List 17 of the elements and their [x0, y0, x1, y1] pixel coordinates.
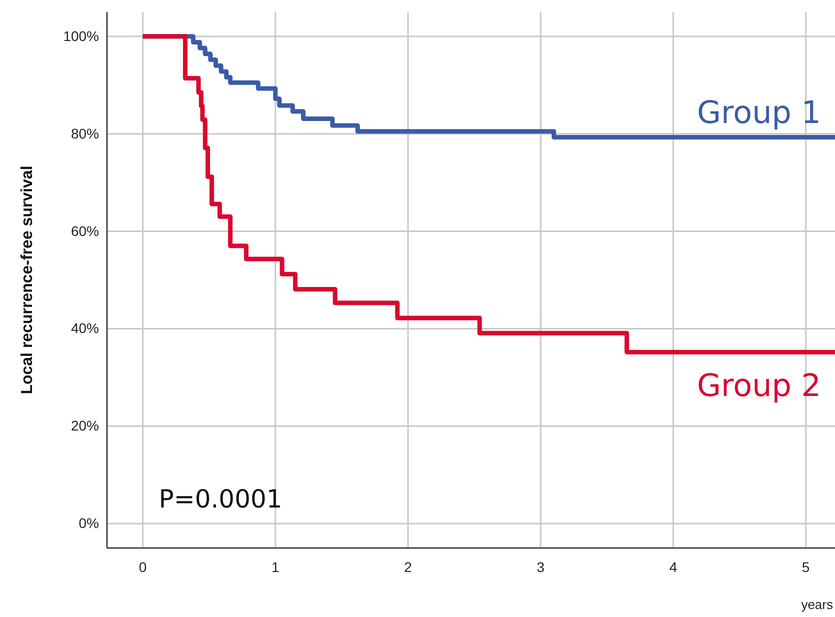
y-tick-label: 100%: [63, 28, 99, 44]
x-tick-label: 1: [272, 558, 280, 575]
x-tick-label: 3: [536, 558, 545, 575]
x-tick-label: 5: [802, 558, 810, 575]
y-tick-label: 0%: [78, 515, 99, 532]
y-axis-title: Local recurrence-free survival: [19, 166, 36, 394]
y-tick-label: 20%: [70, 418, 99, 434]
x-tick-label: 0: [138, 558, 147, 575]
y-tick-label: 60%: [70, 222, 99, 239]
series-label: Group 1: [697, 95, 821, 132]
annotation: P=0.0001: [158, 484, 282, 514]
y-tick-label: 40%: [70, 320, 99, 336]
y-tick-label: 80%: [70, 125, 99, 142]
x-axis-title: years: [801, 597, 834, 612]
x-tick-label: 4: [669, 558, 678, 575]
series-label: Group 2: [697, 368, 821, 404]
x-tick-label: 2: [404, 558, 412, 575]
